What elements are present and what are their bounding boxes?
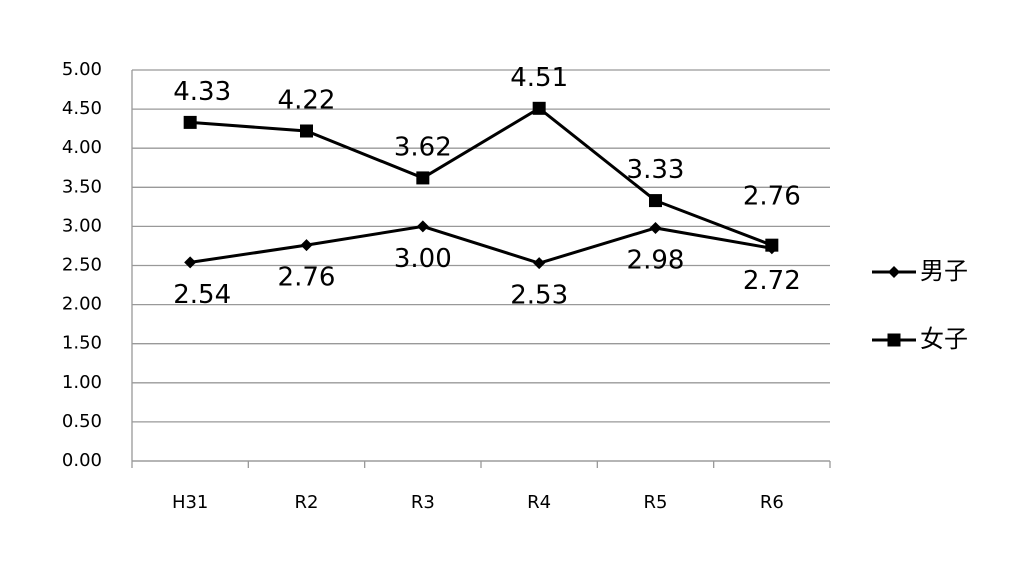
data-label: 2.72 xyxy=(743,266,801,296)
data-label: 4.22 xyxy=(278,85,336,115)
y-tick-label: 1.50 xyxy=(62,333,102,354)
data-point xyxy=(416,171,430,185)
data-label: 2.53 xyxy=(510,281,568,311)
data-label: 3.62 xyxy=(394,132,452,162)
y-tick-label: 1.00 xyxy=(62,372,102,393)
legend-marker xyxy=(888,266,900,278)
legend-label: 女子 xyxy=(920,325,968,353)
series-line xyxy=(190,106,773,247)
data-label: 2.54 xyxy=(173,280,231,310)
x-tick-label: R3 xyxy=(411,492,435,513)
legend-label: 男子 xyxy=(920,257,968,285)
data-point xyxy=(300,124,313,138)
data-point xyxy=(183,115,197,129)
data-point xyxy=(765,238,779,252)
data-point xyxy=(533,257,546,270)
y-tick-label: 0.00 xyxy=(62,450,102,471)
data-label: 2.98 xyxy=(627,245,685,275)
data-label: 4.51 xyxy=(510,63,568,93)
y-tick-label: 3.50 xyxy=(62,176,102,197)
data-label: 2.76 xyxy=(278,263,336,293)
data-point xyxy=(300,239,313,252)
x-tick-label: H31 xyxy=(172,492,208,513)
y-tick-label: 5.00 xyxy=(62,59,102,80)
data-point xyxy=(532,101,546,115)
data-point xyxy=(649,194,662,208)
x-tick-label: R5 xyxy=(644,492,668,513)
data-point xyxy=(649,221,662,234)
y-tick-label: 4.50 xyxy=(62,98,102,119)
data-point xyxy=(416,220,429,233)
x-tick-label: R2 xyxy=(295,492,319,513)
legend-marker xyxy=(887,333,901,347)
data-label: 3.00 xyxy=(394,244,452,274)
y-tick-label: 0.50 xyxy=(62,411,102,432)
data-point xyxy=(184,256,197,269)
y-tick-label: 3.00 xyxy=(62,215,102,236)
series-line xyxy=(189,224,773,265)
x-tick-label: R4 xyxy=(527,492,551,513)
y-tick-label: 2.50 xyxy=(62,255,102,276)
y-tick-label: 4.00 xyxy=(62,137,102,158)
data-label: 4.33 xyxy=(173,77,231,107)
data-label: 2.76 xyxy=(743,182,801,212)
y-tick-label: 2.00 xyxy=(62,294,102,315)
data-label: 3.33 xyxy=(627,155,685,185)
x-tick-label: R6 xyxy=(760,492,784,513)
